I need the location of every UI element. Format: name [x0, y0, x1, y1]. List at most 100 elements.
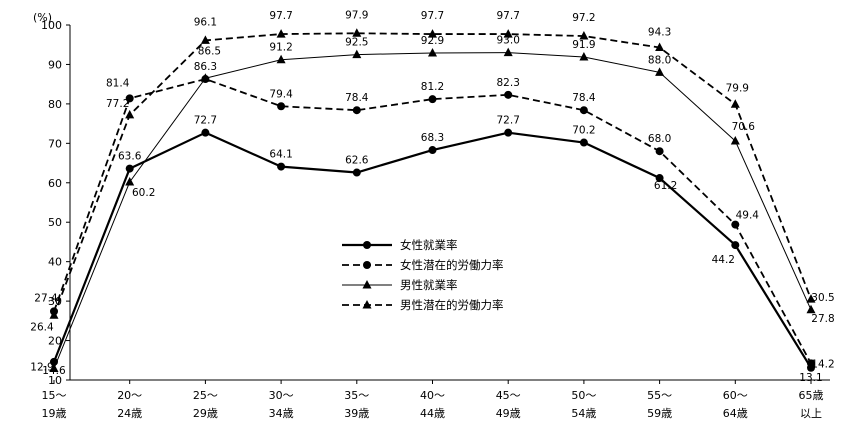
series-1-point — [655, 174, 664, 183]
data-label: 93.0 — [497, 35, 520, 47]
x-tick-label: 49歳 — [496, 407, 521, 420]
legend-item: 男性就業率 — [342, 278, 458, 292]
data-label: 78.4 — [345, 92, 369, 104]
data-label: 30.5 — [811, 292, 834, 304]
series-1-point — [731, 241, 740, 250]
data-label: 26.4 — [30, 321, 54, 333]
data-label: 44.2 — [712, 254, 735, 266]
data-label: 77.2 — [106, 98, 129, 110]
series-2-point — [428, 95, 437, 104]
x-tick-label: 60～ — [723, 389, 748, 402]
x-tick-label: 25～ — [193, 389, 218, 402]
x-tick-label: 以上 — [800, 407, 822, 420]
data-label: 79.4 — [269, 88, 293, 100]
y-tick-label: 60 — [48, 177, 62, 190]
x-tick-label: 44歳 — [420, 407, 445, 420]
series-2-point — [504, 90, 513, 99]
data-label: 68.3 — [421, 132, 444, 144]
legend-item: 男性潜在的労働力率 — [342, 298, 504, 312]
series-1 — [50, 128, 815, 372]
data-label: 97.2 — [572, 12, 595, 24]
data-label: 60.2 — [132, 187, 155, 199]
series-3-point — [806, 304, 816, 314]
legend-label: 男性潜在的労働力率 — [400, 298, 504, 312]
legend-marker — [362, 300, 372, 309]
legend-item: 女性潜在的労働力率 — [342, 258, 504, 272]
x-tick-label: 34歳 — [269, 407, 294, 420]
series-3-point — [503, 47, 513, 57]
series-2-point — [125, 94, 134, 103]
y-unit-label: (%) — [33, 11, 52, 24]
series-3 — [49, 47, 816, 373]
data-label: 68.0 — [648, 133, 671, 145]
data-label: 97.7 — [421, 10, 444, 22]
series-3-point — [730, 135, 740, 145]
data-label: 27.4 — [34, 292, 58, 304]
data-label: 91.9 — [572, 39, 595, 51]
data-label: 92.5 — [345, 37, 368, 49]
series-2-line — [53, 78, 812, 364]
legend-item: 女性就業率 — [342, 238, 458, 252]
data-labels: 14.6 63.6 72.7 64.1 62.6 68.3 72.7 70.2 61.2 44.2… — [30, 9, 834, 383]
series-2-point — [579, 106, 588, 115]
data-label: 63.6 — [118, 151, 142, 163]
y-tick-label: 50 — [48, 216, 62, 229]
series-2-point — [655, 147, 664, 156]
series-3-point — [655, 67, 665, 76]
series-4-point — [655, 42, 665, 51]
series-3-point — [428, 48, 437, 57]
data-label: 62.6 — [345, 155, 369, 167]
data-label: 61.2 — [654, 180, 677, 192]
x-tick-label: 35～ — [344, 389, 369, 402]
series-4-point — [276, 29, 286, 38]
y-tick-label: 100 — [41, 19, 62, 32]
data-label: 91.2 — [269, 42, 292, 54]
data-label: 13.1 — [799, 372, 822, 384]
data-label: 82.3 — [497, 77, 520, 89]
series-4-point — [49, 310, 59, 319]
data-label: 72.7 — [194, 115, 217, 127]
legend-label: 女性就業率 — [400, 238, 458, 252]
x-tick-label: 39歳 — [344, 407, 369, 420]
series-4-line — [53, 32, 812, 316]
series-1-point — [428, 146, 437, 155]
data-label: 27.8 — [811, 313, 834, 325]
series-3-point — [125, 176, 135, 186]
series-1-point — [352, 168, 361, 177]
data-label: 70.6 — [732, 121, 756, 133]
series-4-point — [125, 109, 135, 119]
series-2-point — [731, 220, 740, 229]
series-3-point — [49, 363, 59, 373]
y-tick-label: 20 — [48, 335, 62, 348]
data-label: 88.0 — [648, 54, 671, 66]
y-tick-label: 80 — [48, 98, 62, 111]
y-tick-label: 70 — [48, 137, 62, 150]
x-tick-label: 20～ — [117, 389, 142, 402]
data-label: 72.7 — [497, 115, 520, 127]
series-4-point — [428, 29, 437, 38]
data-label: 78.4 — [572, 92, 596, 104]
legend-marker — [363, 241, 371, 249]
series-4-point — [806, 294, 816, 303]
series-4-point — [352, 28, 362, 37]
x-tick-label: 24歳 — [117, 407, 142, 420]
series-4-point — [730, 99, 740, 108]
series-layer — [49, 28, 816, 373]
series-2-point — [807, 359, 815, 368]
x-tick-label: 55～ — [647, 389, 672, 402]
x-tick-label: 65歳 — [799, 389, 824, 402]
y-tick-label: 40 — [48, 256, 62, 269]
x-tick-label: 15～ — [42, 389, 67, 402]
data-label: 14.6 — [42, 365, 66, 377]
x-tick-label: 64歳 — [723, 407, 748, 420]
data-label: 64.1 — [269, 149, 292, 161]
data-label: 97.7 — [497, 10, 520, 22]
axes: 102030405060708090100(%)15～19歳20～24歳25～2… — [33, 11, 830, 420]
legend-label: 女性潜在的労働力率 — [400, 258, 504, 272]
data-label: 86.3 — [194, 61, 217, 73]
series-4-point — [200, 35, 210, 44]
series-1-point — [277, 162, 286, 171]
data-label: 86.5 — [198, 45, 221, 57]
x-tick-label: 59歳 — [647, 407, 672, 420]
legend-label: 男性就業率 — [400, 278, 458, 292]
